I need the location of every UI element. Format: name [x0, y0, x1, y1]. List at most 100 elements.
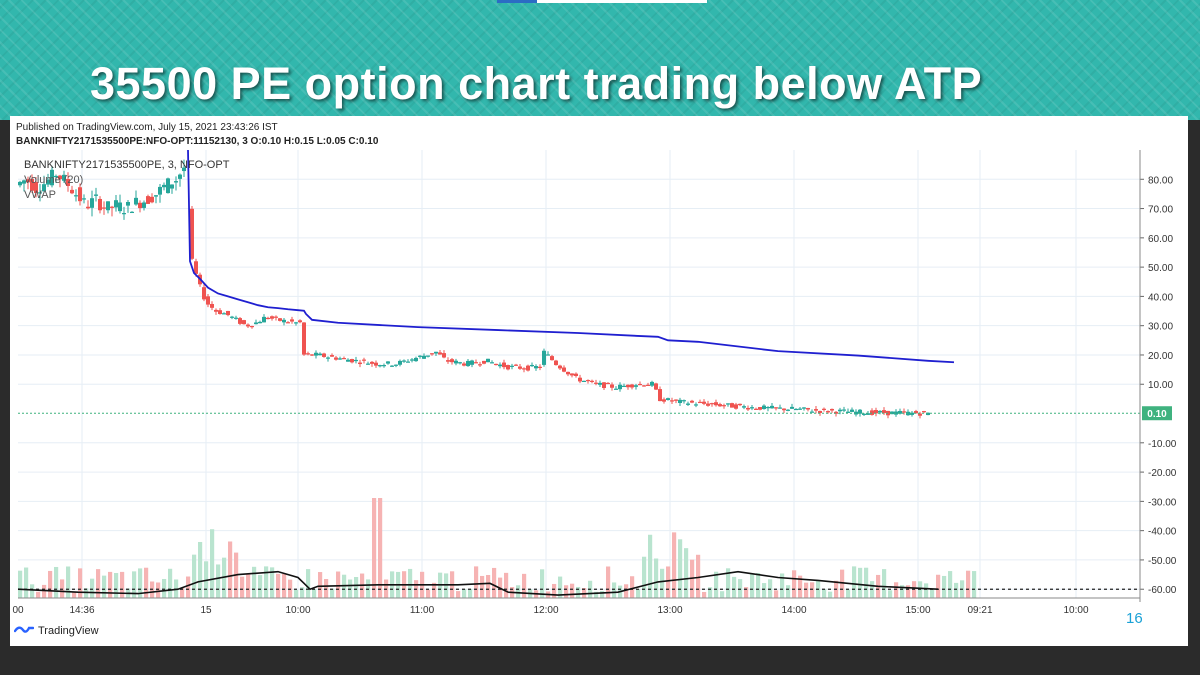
- candle-body: [438, 352, 442, 355]
- volume-bar: [606, 566, 611, 598]
- candle-body: [434, 351, 438, 354]
- candle-body: [510, 365, 514, 367]
- candle-body: [390, 365, 394, 367]
- slide-top-bar-accent: [497, 0, 537, 3]
- candle-body: [526, 365, 530, 371]
- candle-body: [654, 383, 658, 390]
- candle-body: [670, 400, 674, 402]
- candle-body: [282, 319, 286, 323]
- volume-bar: [306, 569, 311, 598]
- candle-body: [226, 310, 230, 316]
- candle-body: [354, 359, 358, 362]
- y-tick-label: 50.00: [1148, 263, 1173, 274]
- candle-body: [646, 384, 650, 386]
- volume-bar: [336, 571, 341, 598]
- candle-body: [926, 412, 930, 416]
- volume-bar: [624, 584, 629, 598]
- candle-body: [250, 325, 254, 328]
- candle-body: [682, 400, 686, 402]
- volume-bar: [180, 587, 185, 598]
- volume-bar: [444, 573, 449, 598]
- candle-body: [634, 385, 638, 387]
- volume-bar: [942, 575, 947, 598]
- candle-body: [630, 384, 634, 388]
- volume-bar: [312, 589, 317, 598]
- candle-body: [614, 388, 618, 390]
- candle-body: [850, 409, 854, 412]
- symbol-legend: BANKNIFTY2171535500PE, 3, NFO-OPT: [24, 159, 230, 171]
- candle-body: [450, 359, 454, 363]
- tradingview-logo-icon: [14, 626, 34, 633]
- volume-bar: [354, 577, 359, 598]
- candle-body: [710, 403, 714, 405]
- candle-body: [446, 360, 450, 362]
- candle-body: [846, 411, 850, 413]
- candle-body: [82, 198, 86, 200]
- chart-grid: [18, 150, 1140, 598]
- volume-bar: [432, 582, 437, 598]
- candle-body: [506, 365, 510, 370]
- volume-bar: [738, 579, 743, 598]
- tradingview-screenshot: Published on TradingView.com, July 15, 2…: [10, 116, 1188, 646]
- candle-body: [694, 404, 698, 406]
- candle-body: [34, 182, 38, 194]
- candle-body: [454, 360, 458, 364]
- volume-bar: [786, 585, 791, 598]
- volume-bar: [726, 568, 731, 598]
- volume-bar: [708, 587, 713, 598]
- candle-body: [474, 362, 478, 364]
- candle-body: [222, 313, 226, 315]
- volume-bar: [258, 575, 263, 598]
- volume-bar: [630, 576, 635, 598]
- volume-bar: [264, 566, 269, 598]
- candle-body: [318, 353, 322, 356]
- volume-bar: [612, 582, 617, 598]
- price-chart[interactable]: 80.00 70.00 60.00 50.00 40.00 30.00 20.00 10.00…: [10, 146, 1188, 636]
- volume-bar: [486, 574, 491, 598]
- candle-body: [130, 211, 134, 214]
- volume-bar: [42, 584, 47, 598]
- candle-body: [66, 178, 70, 186]
- volume-bar: [522, 573, 527, 598]
- candle-body: [650, 381, 654, 386]
- candle-body: [214, 309, 218, 312]
- candle-body: [594, 382, 598, 384]
- candle-body: [234, 317, 238, 319]
- candle-body: [442, 353, 446, 358]
- candle-body: [470, 360, 474, 365]
- candle-body: [810, 411, 814, 413]
- candle-body: [658, 389, 662, 402]
- candle-body: [738, 403, 742, 406]
- volume-bar: [564, 585, 569, 598]
- candle-body: [590, 380, 594, 382]
- candle-body: [326, 357, 330, 359]
- candle-body: [394, 364, 398, 366]
- candle-body: [918, 413, 922, 416]
- candle-body: [522, 368, 526, 370]
- candle-body: [366, 363, 370, 365]
- candle-body: [678, 399, 682, 404]
- volume-bar: [888, 590, 893, 598]
- candle-body: [182, 167, 186, 172]
- candle-body: [826, 411, 830, 413]
- volume-bar: [162, 578, 167, 598]
- volume-bar: [456, 591, 461, 598]
- candle-body: [914, 411, 918, 414]
- candle-body: [562, 367, 566, 372]
- x-tick-label: 00: [12, 605, 24, 616]
- candle-body: [866, 413, 870, 415]
- candle-body: [386, 361, 390, 364]
- candle-body: [358, 362, 362, 365]
- volume-bar: [792, 570, 797, 598]
- candle-body: [50, 169, 54, 186]
- volume-bar: [252, 566, 257, 598]
- candle-body: [274, 316, 278, 318]
- volume-bar: [138, 568, 143, 598]
- candle-body: [278, 318, 282, 321]
- candle-body: [558, 365, 562, 369]
- volume-bar: [678, 539, 683, 598]
- candle-body: [26, 179, 30, 183]
- x-tick-label: 15:00: [905, 605, 930, 616]
- volume-bar: [282, 573, 287, 598]
- volume-bar: [36, 591, 41, 598]
